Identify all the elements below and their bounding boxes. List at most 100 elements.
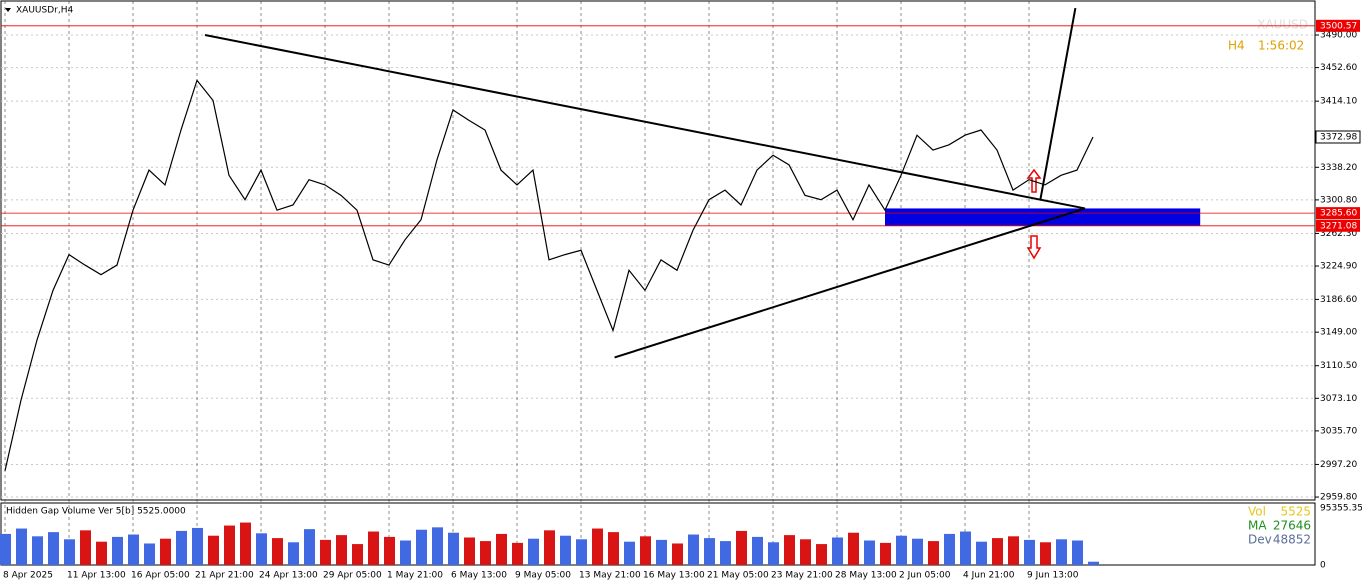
y-tick-label: 3262.30 [1320, 229, 1357, 239]
volume-bar [368, 531, 379, 565]
y-tick-label: 3186.60 [1320, 295, 1357, 305]
y-tick-label: 2997.20 [1320, 460, 1357, 470]
volume-bar [816, 544, 827, 565]
volume-bar [880, 542, 891, 565]
volume-bar [416, 529, 427, 565]
volume-bar [176, 530, 187, 565]
volume-bar [864, 540, 875, 565]
current-price-label: 3372.98 [1320, 132, 1357, 142]
volume-bar [32, 536, 43, 565]
volume-bar [192, 527, 203, 565]
x-tick-label: 11 Apr 13:00 [67, 571, 126, 581]
volume-bar [80, 530, 91, 565]
volume-bar [16, 528, 27, 565]
trendline [1039, 7, 1077, 201]
volume-bar [928, 541, 939, 565]
level-label: 3285.60 [1320, 209, 1357, 219]
x-tick-label: 9 May 05:00 [515, 571, 571, 581]
volume-bar [64, 539, 75, 565]
volume-bar [656, 539, 667, 565]
level-tag [1316, 219, 1360, 232]
x-tick-label: 29 Apr 05:00 [323, 571, 382, 581]
zone [885, 208, 1201, 226]
volume-bar [400, 540, 411, 565]
volume-bar [48, 532, 59, 565]
watermark: XAUUSD [1257, 18, 1308, 32]
trendline [204, 34, 1086, 210]
volume-bar [464, 537, 475, 565]
volume-bar [896, 535, 907, 565]
volume-bar [640, 536, 651, 565]
legend-name: Dev [1248, 533, 1272, 547]
y-tick-label: 3300.80 [1320, 195, 1357, 205]
volume-bar [96, 541, 107, 565]
volume-bar [672, 543, 683, 565]
timer-time: 1:56:02 [1258, 39, 1304, 53]
x-tick-label: 16 May 13:00 [643, 571, 705, 581]
legend-name: Vol [1248, 505, 1266, 519]
volume-bar [992, 538, 1003, 565]
volume-bar [800, 539, 811, 565]
volume-bar [784, 535, 795, 565]
volume-bar [560, 535, 571, 565]
volume-bar [448, 532, 459, 565]
menu-icon[interactable] [5, 8, 11, 12]
legend-value: 48852 [1273, 533, 1311, 547]
x-tick-label: 9 Jun 13:00 [1027, 571, 1079, 581]
volume-bar [736, 530, 747, 565]
volume-bar [384, 536, 395, 565]
x-tick-label: 28 May 13:00 [835, 571, 897, 581]
volume-bar [496, 533, 507, 565]
legend-value: 27646 [1273, 519, 1311, 533]
y-tick-label: 3414.10 [1320, 97, 1357, 107]
x-tick-label: 8 Apr 2025 [3, 571, 53, 581]
level-tag [1316, 207, 1360, 220]
y-tick-label: 3035.70 [1320, 426, 1357, 436]
y-tick-label: 3490.00 [1320, 31, 1357, 41]
main-frame [0, 0, 1316, 501]
x-tick-label: 13 May 21:00 [579, 571, 641, 581]
y-tick-label: 3110.50 [1320, 361, 1357, 371]
y-tick-label: 3452.60 [1320, 63, 1357, 73]
volume-bar [256, 533, 267, 565]
volume-bar [848, 532, 859, 565]
volume-bar [1072, 540, 1083, 565]
volume-bar [1040, 542, 1051, 565]
y-tick-label: 3073.10 [1320, 394, 1357, 404]
volume-bar [352, 544, 363, 565]
volume-bar [240, 522, 251, 565]
volume-bar [320, 539, 331, 565]
volume-bar [544, 530, 555, 565]
volume-bar [976, 541, 987, 565]
volume-bar [592, 528, 603, 565]
x-tick-label: 2 Jun 05:00 [899, 571, 951, 581]
volume-title: Hidden Gap Volume Ver 5[b] 5525.0000 [6, 507, 186, 517]
volume-bar [752, 536, 763, 565]
volume-bar [224, 525, 235, 565]
volume-bar [128, 534, 139, 565]
volume-bar [704, 538, 715, 565]
volume-bar [480, 541, 491, 565]
volume-tick-label: 0 [1320, 561, 1326, 571]
x-tick-label: 21 May 05:00 [707, 571, 769, 581]
y-tick-label: 2959.80 [1320, 493, 1357, 503]
volume-bar [304, 529, 315, 565]
volume-bar [288, 542, 299, 565]
volume-bar [576, 539, 587, 565]
volume-bar [272, 538, 283, 565]
volume-bar [768, 542, 779, 565]
volume-bar [912, 538, 923, 565]
timer-period: H4 [1228, 39, 1245, 53]
legend-value: 5525 [1280, 505, 1311, 519]
volume-bar [144, 543, 155, 565]
volume-bar [336, 535, 347, 565]
volume-bar [1024, 539, 1035, 565]
x-tick-label: 6 May 13:00 [451, 571, 507, 581]
volume-tick-label: 95355.35 [1320, 504, 1362, 514]
volume-bar [1088, 561, 1099, 565]
volume-bar [432, 527, 443, 565]
volume-bar [720, 541, 731, 565]
x-tick-label: 4 Jun 21:00 [963, 571, 1015, 581]
